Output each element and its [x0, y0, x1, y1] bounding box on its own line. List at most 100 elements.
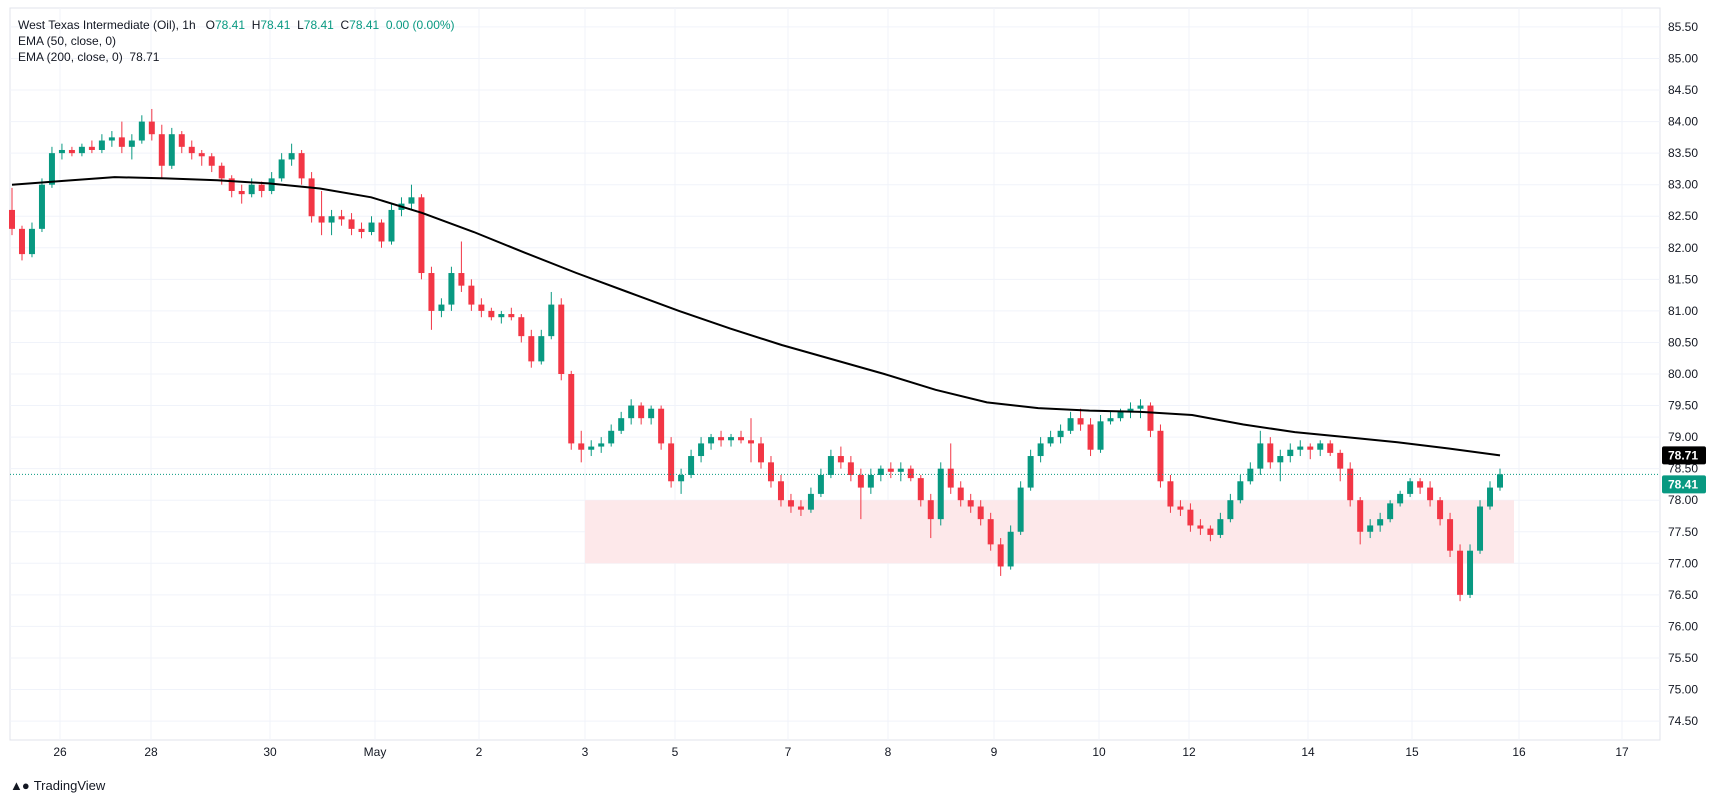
candle-body	[1157, 430, 1164, 482]
candle-body	[168, 134, 175, 166]
candle-body	[1287, 449, 1294, 457]
symbol-title[interactable]: West Texas Intermediate (Oil), 1h	[18, 18, 196, 32]
candle-body	[388, 209, 395, 242]
candle-body	[618, 418, 625, 431]
candle	[1377, 512, 1384, 532]
candle	[1127, 402, 1134, 419]
candle	[538, 329, 545, 365]
candle-body	[98, 140, 105, 150]
tradingview-brand[interactable]: ▲● TradingView	[10, 778, 105, 793]
candle	[408, 184, 415, 210]
time-axis[interactable]: 26 28 30 May 2 3 5 7 8 9 10 12 14 15 16 17	[53, 745, 1629, 759]
candle	[508, 307, 515, 321]
price-tick-label: 80.00	[1668, 367, 1698, 381]
candle	[1397, 490, 1404, 507]
candle	[1147, 402, 1154, 438]
date-tick-label: 7	[785, 745, 792, 759]
candle-body	[48, 153, 55, 185]
candle	[488, 307, 495, 321]
candle-body	[278, 159, 285, 179]
legend-ema200-row[interactable]: EMA (200, close, 0) 78.71	[18, 49, 455, 65]
candle-body	[1107, 418, 1114, 422]
candle	[837, 446, 844, 469]
candle-body	[967, 500, 974, 507]
candle-body	[1307, 446, 1314, 450]
candle-body	[738, 437, 745, 441]
legend-symbol-row: West Texas Intermediate (Oil), 1h O 78.41…	[18, 17, 455, 33]
candle-body	[218, 165, 225, 179]
candle-body	[158, 134, 165, 166]
candle-body	[1467, 550, 1474, 595]
candle-body	[1497, 474, 1503, 488]
close-value: 78.41	[349, 18, 380, 32]
price-axis[interactable]: 85.50 85.00 84.50 84.00 83.50 83.00 82.50 82.00…	[1668, 20, 1698, 728]
candle-body	[718, 437, 725, 441]
candle-body	[1147, 405, 1154, 431]
candle	[1267, 437, 1274, 469]
candle	[148, 108, 155, 141]
candle-body	[1327, 443, 1334, 453]
candle	[1287, 443, 1294, 463]
price-tick-label: 77.50	[1668, 525, 1698, 539]
candle-body	[1247, 468, 1254, 482]
candle	[1407, 478, 1414, 498]
candle-body	[638, 405, 645, 419]
candle	[478, 298, 485, 318]
candle	[238, 184, 245, 204]
candle	[1157, 424, 1164, 488]
date-tick-label: 9	[991, 745, 998, 759]
candle	[1357, 497, 1364, 545]
candle-body	[498, 314, 505, 318]
candle	[738, 430, 745, 444]
open-label: O	[205, 18, 215, 32]
candle-body	[1377, 519, 1384, 526]
candle-body	[817, 474, 824, 494]
candle-body	[947, 468, 954, 488]
candle	[388, 203, 395, 245]
ema200-badge: 78.71	[1662, 446, 1706, 465]
candle-body	[1137, 405, 1144, 409]
date-tick-label: 12	[1182, 745, 1196, 759]
candle-body	[1087, 424, 1094, 450]
candle	[1107, 411, 1114, 425]
candle	[1367, 519, 1374, 539]
candle	[208, 153, 215, 173]
candle-body	[1427, 487, 1434, 501]
candle-body	[488, 310, 495, 318]
candle-body	[548, 304, 555, 337]
candle-body	[58, 149, 65, 154]
candle-body	[418, 197, 425, 274]
candle	[1207, 525, 1214, 542]
legend-ema50-row[interactable]: EMA (50, close, 0)	[18, 33, 455, 49]
candle-body	[1417, 481, 1424, 488]
candle	[907, 465, 914, 482]
candle	[158, 124, 165, 179]
candle	[1077, 408, 1084, 431]
candle-body	[28, 228, 35, 255]
price-tick-label: 85.00	[1668, 51, 1698, 65]
candle-body	[1207, 528, 1214, 535]
candle	[987, 512, 994, 551]
ema200-badge-value: 78.71	[1668, 448, 1698, 462]
candle	[38, 178, 45, 233]
candle-body	[1067, 418, 1074, 431]
candle	[718, 430, 725, 447]
date-tick-label: 16	[1512, 745, 1526, 759]
candle-body	[1047, 437, 1054, 444]
price-tick-label: 79.00	[1668, 430, 1698, 444]
candle	[58, 143, 65, 160]
candle	[1427, 481, 1434, 507]
candle	[1257, 430, 1264, 475]
candle	[28, 222, 35, 258]
candle-body	[228, 178, 235, 191]
candle-body	[38, 184, 45, 229]
candle	[1007, 525, 1014, 570]
candle	[1167, 474, 1174, 513]
candle-body	[1127, 408, 1134, 412]
candle	[1067, 411, 1074, 434]
candle-body	[658, 408, 665, 444]
support-zone	[585, 500, 1514, 564]
candle-body	[428, 273, 435, 311]
candle	[787, 493, 794, 513]
